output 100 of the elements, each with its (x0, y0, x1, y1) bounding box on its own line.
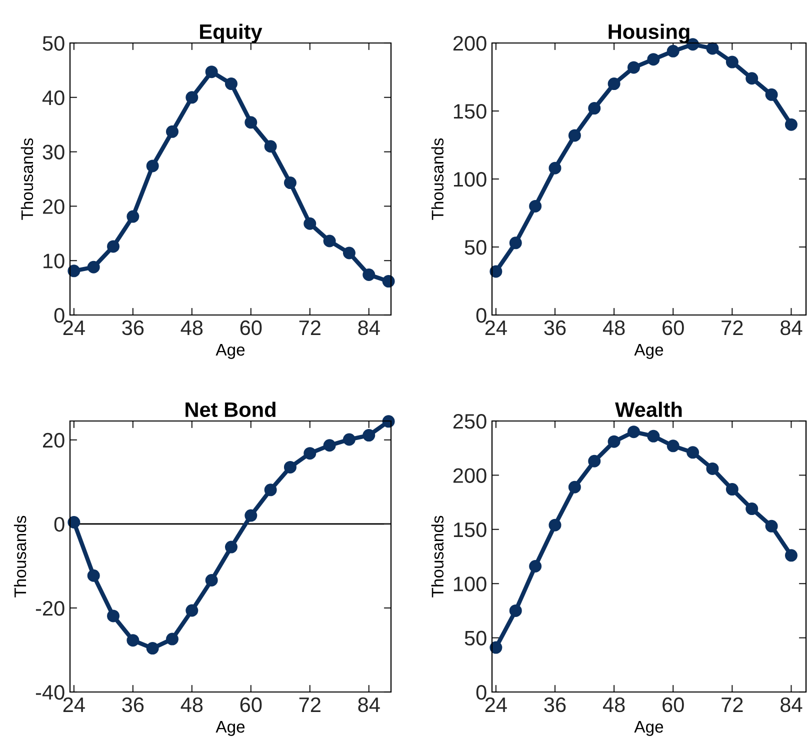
point (568, 480, 581, 494)
y-axis-title: Thousands (14, 516, 26, 598)
point (284, 176, 296, 190)
point (205, 66, 218, 78)
y-tick-label: 0 (476, 685, 486, 700)
point (342, 433, 356, 446)
point (224, 78, 238, 90)
x-tick-label: 36 (544, 320, 566, 336)
y-tick-label: 250 (453, 414, 486, 429)
x-tick-label: 60 (240, 697, 262, 712)
x-tick-label: 60 (240, 320, 262, 336)
point (284, 460, 296, 474)
point (490, 641, 502, 654)
y-tick-label: 20 (43, 432, 64, 448)
y-tick-label: 20 (43, 199, 64, 214)
chart-title: Net Bond (186, 402, 276, 418)
point (608, 78, 620, 90)
point (666, 440, 680, 452)
point (304, 447, 316, 460)
point (548, 162, 562, 174)
y-tick-label: -20 (36, 600, 64, 616)
y-tick-label: 200 (453, 36, 486, 51)
point (706, 42, 719, 55)
point (304, 217, 316, 230)
x-tick-label: 24 (63, 697, 85, 712)
y-tick-label: 40 (42, 90, 64, 106)
point (68, 516, 80, 529)
point (107, 610, 120, 622)
point (126, 634, 140, 647)
point (509, 604, 522, 617)
x-tick-label: 72 (722, 320, 743, 335)
y-tick-label: 0 (54, 516, 64, 532)
point (726, 56, 738, 68)
x-axis-title: Age (634, 344, 664, 359)
point (244, 116, 258, 129)
point (608, 435, 620, 448)
x-tick-label: 48 (602, 697, 625, 712)
point (588, 102, 601, 115)
point (186, 91, 198, 104)
point (362, 429, 376, 442)
point (490, 265, 502, 278)
point (166, 632, 178, 646)
point (264, 484, 277, 496)
x-tick-label: 84 (358, 320, 380, 336)
point (264, 140, 277, 153)
y-axis-title: Thousands (431, 138, 444, 220)
x-tick-label: 24 (63, 320, 85, 335)
point (666, 44, 680, 58)
x-tick-label: 72 (299, 697, 320, 712)
point (68, 264, 80, 278)
point (224, 540, 238, 554)
x-tick-label: 24 (485, 320, 507, 335)
point (186, 604, 198, 617)
y-tick-label: 10 (44, 254, 64, 268)
y-axis-title: Thousands (20, 138, 34, 220)
point (342, 246, 356, 260)
x-tick-label: 72 (722, 697, 743, 712)
point (627, 61, 640, 74)
y-tick-label: 0 (54, 308, 64, 323)
x-tick-label: 60 (662, 320, 684, 336)
x-tick-label: 36 (122, 697, 144, 712)
x-tick-label: 84 (358, 697, 380, 712)
point (87, 569, 100, 582)
point (548, 518, 562, 532)
x-tick-label: 72 (299, 320, 320, 335)
point (686, 446, 700, 459)
y-tick-label: 200 (453, 468, 486, 483)
point (784, 549, 798, 562)
point (509, 236, 522, 250)
y-tick-label: 150 (454, 104, 486, 119)
point (529, 560, 542, 573)
y-tick-label: 0 (476, 308, 486, 323)
point (746, 502, 758, 516)
point (107, 240, 120, 253)
x-tick-label: 24 (485, 697, 507, 712)
y-tick-label: 50 (464, 630, 486, 646)
point (568, 129, 581, 142)
y-tick-label: 50 (42, 36, 64, 51)
point (362, 268, 376, 281)
x-axis-title: Age (634, 721, 664, 736)
chart-title: Equity (200, 24, 262, 44)
y-tick-label: 150 (454, 522, 486, 538)
point (87, 260, 100, 274)
point (146, 160, 159, 172)
y-tick-label: 100 (454, 172, 486, 187)
chart-title: Wealth (615, 402, 682, 418)
point (382, 275, 395, 288)
point (726, 483, 738, 496)
x-tick-label: 36 (122, 320, 144, 336)
y-tick-label: 30 (42, 144, 64, 160)
point (529, 200, 542, 212)
point (706, 462, 719, 475)
y-tick-label: -40 (36, 685, 64, 700)
x-axis-title: Age (216, 721, 245, 736)
chart-title: Housing (608, 24, 690, 44)
point (323, 234, 336, 248)
x-tick-label: 48 (180, 697, 203, 712)
x-tick-label: 84 (780, 697, 802, 712)
y-tick-label: 100 (454, 576, 486, 592)
y-tick-label: 50 (464, 240, 486, 255)
